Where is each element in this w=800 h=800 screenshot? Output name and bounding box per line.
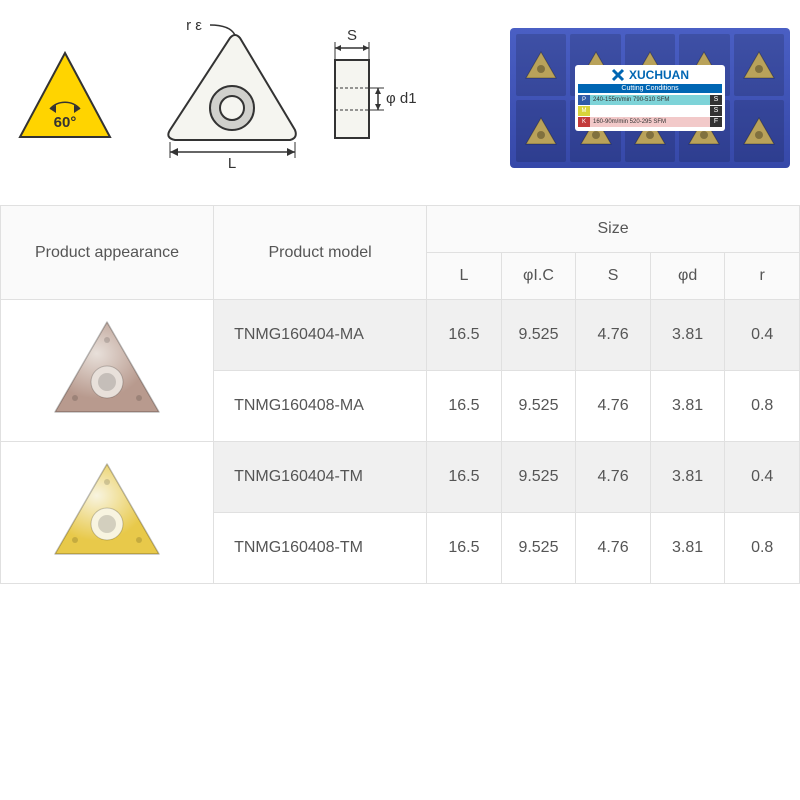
size-col-header: φI.C [501, 253, 576, 300]
value-cell: 0.8 [725, 513, 800, 584]
model-cell: TNMG160404-TM [214, 442, 427, 513]
product-box-label: XUCHUAN Cutting Conditions P240-155m/min… [575, 65, 725, 131]
value-cell: 3.81 [650, 442, 725, 513]
header-model: Product model [214, 206, 427, 300]
product-box: XUCHUAN Cutting Conditions P240-155m/min… [510, 28, 790, 168]
value-cell: 0.4 [725, 300, 800, 371]
value-cell: 9.525 [501, 442, 576, 513]
pbox-slot [734, 100, 784, 162]
header-size: Size [427, 206, 800, 253]
insert-icon [47, 456, 167, 569]
value-cell: 16.5 [427, 513, 502, 584]
angle-label: 60° [54, 114, 77, 131]
dimension-diagram: r ε L S [140, 20, 420, 175]
value-cell: 9.525 [501, 300, 576, 371]
condition-row: MS [578, 106, 722, 116]
model-cell: TNMG160408-TM [214, 513, 427, 584]
brand-logo-icon [611, 68, 625, 82]
value-cell: 4.76 [576, 300, 651, 371]
value-cell: 9.525 [501, 513, 576, 584]
angle-triangle-icon: 60° [10, 45, 120, 150]
value-cell: 16.5 [427, 442, 502, 513]
size-col-header: L [427, 253, 502, 300]
value-cell: 3.81 [650, 513, 725, 584]
value-cell: 4.76 [576, 442, 651, 513]
brand-name: XUCHUAN [629, 68, 689, 82]
pbox-slot [516, 100, 566, 162]
d1-label: φ d1 [386, 90, 417, 107]
model-cell: TNMG160404-MA [214, 300, 427, 371]
re-label: r ε [186, 20, 202, 34]
table-row: TNMG160404-MA16.59.5254.763.810.4 [1, 300, 800, 371]
value-cell: 0.8 [725, 371, 800, 442]
size-col-header: r [725, 253, 800, 300]
top-section: 60° r ε L [0, 0, 800, 205]
table-row: TNMG160404-TM16.59.5254.763.810.4 [1, 442, 800, 513]
cutting-conditions-label: Cutting Conditions [578, 84, 722, 93]
value-cell: 9.525 [501, 371, 576, 442]
header-appearance: Product appearance [1, 206, 214, 300]
pbox-slot [516, 34, 566, 96]
insert-icon [47, 314, 167, 427]
appearance-cell [1, 300, 214, 442]
l-label: L [228, 155, 236, 170]
size-col-header: φd [650, 253, 725, 300]
value-cell: 16.5 [427, 300, 502, 371]
value-cell: 4.76 [576, 371, 651, 442]
condition-row: P240-155m/min 790-510 SFMS [578, 95, 722, 105]
value-cell: 3.81 [650, 371, 725, 442]
s-label: S [347, 27, 357, 44]
value-cell: 4.76 [576, 513, 651, 584]
value-cell: 0.4 [725, 442, 800, 513]
pbox-slot [734, 34, 784, 96]
model-cell: TNMG160408-MA [214, 371, 427, 442]
condition-row: K160-90m/min 520-295 SFMF [578, 117, 722, 127]
size-col-header: S [576, 253, 651, 300]
spec-table: Product appearance Product model Size Lφ… [0, 205, 800, 584]
appearance-cell [1, 442, 214, 584]
value-cell: 3.81 [650, 300, 725, 371]
value-cell: 16.5 [427, 371, 502, 442]
